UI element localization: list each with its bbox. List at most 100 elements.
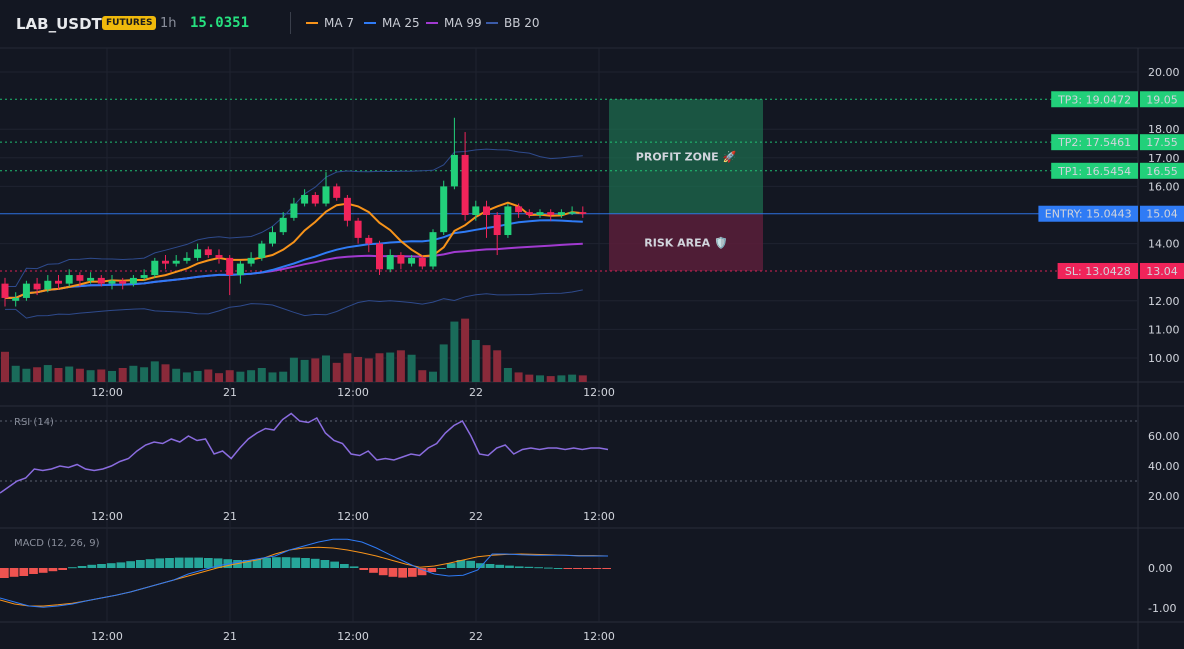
legend-swatch [364, 22, 376, 24]
candle-body [65, 275, 73, 284]
candle-body [322, 186, 330, 204]
macd-histogram-bar [194, 557, 203, 568]
macd-histogram-bar [204, 558, 213, 568]
macd-histogram-bar [68, 567, 77, 569]
macd-histogram-bar [505, 565, 514, 568]
candle-body [55, 280, 62, 284]
macd-histogram-bar [0, 568, 9, 578]
macd-histogram-bar [310, 558, 320, 568]
volume-bar [182, 372, 191, 382]
price-tick-label: 14.00 [1148, 238, 1180, 251]
volume-bar [471, 340, 480, 382]
candle-body [483, 206, 490, 215]
legend-label: BB 20 [504, 16, 540, 30]
candle-body [397, 255, 405, 264]
macd-signal-line [0, 546, 609, 607]
volume-bar [546, 376, 555, 382]
price-time-label: 21 [223, 386, 237, 399]
rsi-time-label: 21 [223, 510, 237, 523]
rsi-time-label: 12:00 [337, 510, 369, 523]
price-tick-label: 16.00 [1148, 180, 1180, 193]
symbol-label[interactable]: LAB_USDT [16, 15, 102, 33]
macd-histogram-bar [476, 563, 485, 568]
volume-bar [396, 350, 405, 382]
macd-histogram-bar [29, 568, 38, 574]
volume-bar [279, 371, 288, 382]
macd-histogram-bar [155, 558, 165, 568]
macd-histogram-bar [378, 568, 388, 576]
candle-body [247, 257, 255, 264]
level-axis-value: 16.55 [1146, 165, 1178, 178]
macd-histogram-bar [369, 568, 378, 573]
volume-bar [343, 353, 352, 382]
volume-bar [22, 368, 31, 382]
macd-histogram-bar [544, 567, 553, 569]
candle-body [269, 232, 276, 244]
volume-bar [407, 354, 416, 382]
candle-body [461, 154, 469, 215]
macd-histogram-bar [252, 559, 262, 568]
macd-histogram-bar [592, 568, 602, 569]
candle-body [258, 243, 266, 258]
macd-histogram-bar [213, 558, 223, 568]
volume-bar [450, 321, 459, 382]
volume-bar [289, 357, 298, 382]
legend-ma25[interactable]: MA 25 [364, 16, 420, 30]
candle-body [151, 260, 159, 276]
candle-body [311, 194, 319, 204]
candle-body [568, 212, 576, 214]
candle-body [76, 275, 84, 281]
candle-body [33, 283, 41, 290]
candle-body [525, 212, 533, 215]
macd-histogram-bar [349, 566, 359, 568]
legend-ma7[interactable]: MA 7 [306, 16, 354, 30]
risk-zone-label: RISK AREA 🛡️ [644, 236, 727, 249]
legend-swatch [426, 22, 438, 24]
macd-histogram-bar [38, 568, 48, 573]
macd-histogram-bar [602, 568, 611, 569]
volume-bar [43, 365, 52, 382]
candle-body [194, 249, 202, 258]
legend-ma99[interactable]: MA 99 [426, 16, 482, 30]
macd-histogram-bar [437, 568, 446, 569]
candle-body [301, 194, 309, 204]
volume-bar [225, 370, 234, 382]
volume-bar [311, 358, 320, 382]
candle-body [44, 280, 52, 290]
level-axis-value: 19.05 [1146, 93, 1178, 106]
volume-bar [161, 364, 170, 382]
legend-bb20[interactable]: BB 20 [486, 16, 540, 30]
macd-histogram-bar [19, 568, 29, 576]
candle-body [408, 257, 416, 264]
level-axis-value: 15.04 [1146, 208, 1178, 221]
macd-histogram-bar [87, 564, 97, 568]
profit-zone-label: PROFIT ZONE 🚀 [636, 150, 737, 163]
candle-body [418, 257, 426, 267]
candle-body [376, 243, 383, 270]
volume-bar [418, 370, 427, 382]
candle-body [536, 212, 544, 215]
candle-body [226, 257, 234, 276]
candle-body [1, 283, 9, 298]
price-tick-label: 10.00 [1148, 352, 1180, 365]
macd-time-label: 21 [223, 630, 237, 643]
candle-body [493, 215, 501, 236]
volume-bar [536, 375, 544, 382]
volume-bar [65, 366, 74, 382]
candle-body [129, 277, 137, 284]
volume-bar [493, 350, 502, 382]
level-axis-badge [1140, 134, 1184, 151]
candle-body [108, 280, 116, 284]
volume-bar [322, 355, 330, 382]
macd-histogram-bar [330, 561, 339, 568]
macd-tick-label: -1.00 [1148, 602, 1176, 615]
candle-body [162, 260, 169, 264]
timeframe-label[interactable]: 1h [160, 16, 177, 31]
candle-body [279, 217, 287, 233]
candle-body [12, 297, 20, 301]
candle-body [557, 212, 565, 215]
volume-bar [140, 367, 149, 382]
volume-bar [1, 351, 9, 382]
volume-bar [33, 367, 42, 382]
